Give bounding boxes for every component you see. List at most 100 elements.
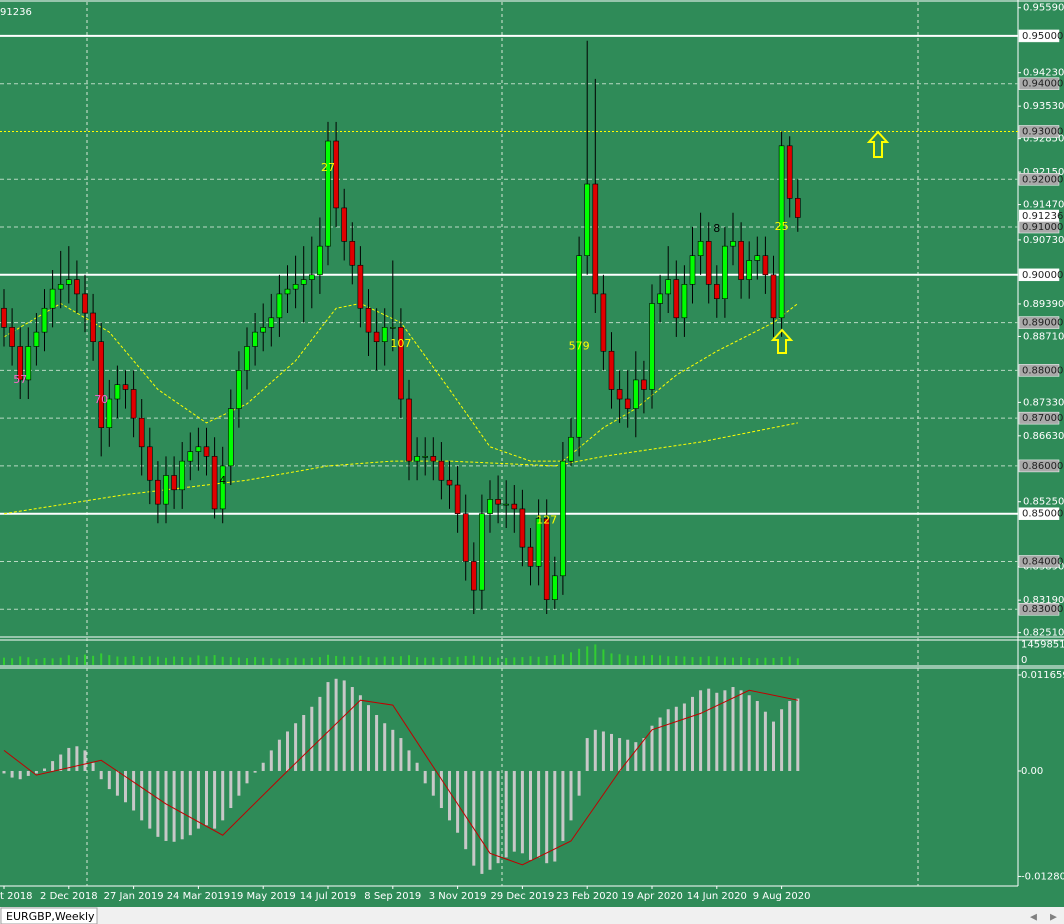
x-tick-label: 24 Mar 2019: [167, 891, 230, 902]
macd-bar: [188, 770, 192, 836]
macd-bar: [423, 770, 427, 784]
macd-bar: [577, 770, 581, 796]
macd-bar: [707, 688, 711, 771]
volume-bar: [570, 652, 572, 665]
candle-body: [138, 417, 145, 448]
volume-bar: [19, 656, 22, 665]
volume-bar: [205, 656, 208, 665]
level-box: [1018, 602, 1060, 616]
candle-body: [333, 140, 339, 209]
y-tick-label: 0.92850: [1023, 134, 1064, 145]
macd-bar: [569, 770, 573, 821]
macd-bar: [342, 680, 346, 771]
volume-bar: [124, 656, 127, 665]
candle-body: [470, 561, 477, 591]
volume-bar: [740, 657, 743, 665]
candle-body: [511, 503, 518, 510]
candle-body: [738, 241, 744, 280]
candle-body: [519, 508, 526, 548]
macd-bar: [593, 729, 597, 771]
volume-bar: [262, 657, 265, 665]
volume-bar: [11, 658, 14, 665]
candle-body: [74, 279, 80, 295]
candle-body: [576, 255, 582, 438]
level-box: [1018, 268, 1060, 282]
last-price-box: [1019, 209, 1059, 222]
candle-body: [713, 284, 720, 299]
macd-bar: [618, 738, 622, 771]
level-label: 0.92000: [1022, 174, 1063, 185]
volume-bar: [505, 657, 508, 665]
macd-bar: [245, 770, 249, 784]
macd-bar: [75, 746, 79, 771]
macd-bar: [277, 739, 281, 771]
macd-bar: [699, 690, 703, 771]
volume-bar: [513, 657, 516, 665]
candle-body: [349, 241, 356, 266]
candle-body: [292, 284, 299, 290]
candle-body: [211, 456, 218, 510]
scroll-left[interactable]: ◀: [1030, 913, 1037, 923]
level-label: 0.88000: [1022, 365, 1063, 376]
macd-bar: [358, 695, 362, 771]
volume-bar: [294, 657, 297, 665]
volume-bar: [367, 657, 370, 665]
candle-body: [365, 307, 372, 333]
candle-body: [665, 279, 672, 295]
candle-body: [308, 274, 315, 280]
candle-body: [300, 279, 307, 285]
macd-bar: [739, 690, 743, 771]
candle-body: [535, 518, 542, 567]
volume-bar: [667, 656, 670, 665]
macd-bar: [691, 696, 694, 771]
y-tick-label: 0.95590: [1023, 3, 1064, 14]
annotation: 579: [569, 339, 590, 352]
macd-bar: [504, 770, 508, 858]
macd-bar: [213, 770, 217, 829]
macd-bar: [115, 770, 119, 796]
level-box: [1018, 29, 1060, 43]
volume-bar: [521, 657, 524, 665]
candle-body: [584, 183, 591, 256]
level-label: 0.87000: [1022, 413, 1063, 424]
candle-body: [406, 398, 412, 462]
volume-bar: [529, 656, 532, 665]
level-box: [1018, 459, 1060, 473]
level-box: [1018, 125, 1060, 138]
symbol-tab-label[interactable]: EURGBP,Weekly: [6, 910, 95, 923]
volume-bar: [27, 657, 30, 665]
candle-body: [600, 293, 607, 352]
volume-bar: [84, 654, 86, 665]
volume-bar: [651, 655, 653, 665]
volume-bar: [634, 655, 637, 665]
candle-body: [341, 207, 348, 242]
volume-bar: [424, 657, 427, 665]
candle-body: [746, 260, 753, 280]
symbol-tab[interactable]: [0, 907, 98, 924]
macd-bar: [407, 750, 411, 771]
level-box: [1018, 77, 1060, 90]
tab-bar: [0, 907, 1064, 924]
candle-body: [187, 451, 194, 462]
level-label: 0.84000: [1022, 556, 1063, 567]
volume-bar: [156, 656, 159, 665]
volume-bar: [610, 653, 613, 665]
volume-bar: [561, 654, 564, 665]
candle-body: [681, 284, 688, 319]
macd-bar: [172, 770, 176, 842]
candle-body: [252, 331, 258, 347]
scroll-right[interactable]: ▶: [1050, 913, 1057, 923]
y-tick-label: 0.82510: [1023, 628, 1064, 639]
volume-bar: [497, 657, 500, 665]
candle-body: [25, 346, 32, 381]
macd-bar: [529, 770, 532, 860]
candle-body: [9, 327, 15, 347]
candle-body: [616, 389, 623, 400]
level-box: [1018, 173, 1060, 186]
macd-bar: [674, 706, 678, 771]
macd-bar: [83, 750, 87, 771]
macd-bar: [229, 770, 233, 809]
candle-body: [195, 446, 202, 452]
